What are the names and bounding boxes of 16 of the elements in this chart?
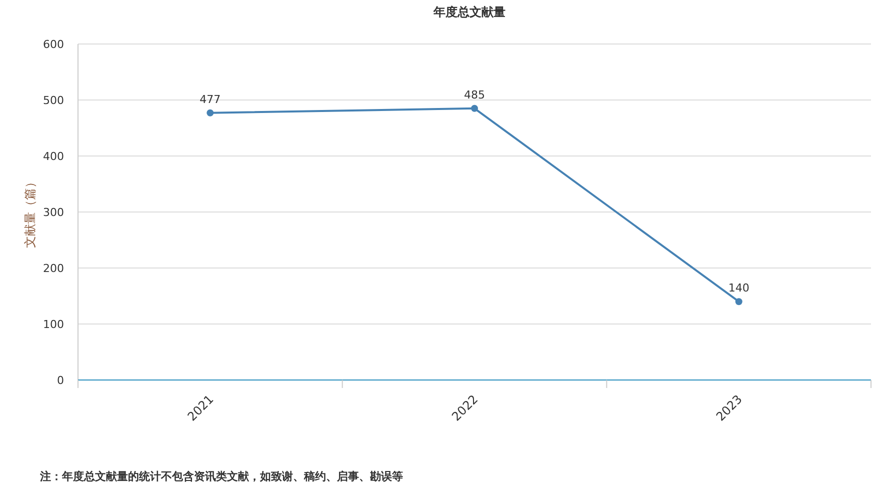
y-tick-label: 300 [43,206,64,219]
text: 注：年度总文献量的统计不包含资讯类文献，如致谢、稿约、启事、勘误等 [39,470,403,483]
data-label: 140 [728,282,750,295]
data-label: 485 [464,88,485,102]
point [471,104,478,112]
y-tick-label: 400 [43,150,64,163]
point [206,109,214,116]
chart-title: 年度总文献量 [432,5,506,19]
y-tick-label: 600 [43,38,64,51]
y-axis-title: 文献量（篇） [23,176,37,248]
y-tick-label: 200 [43,262,64,275]
point [735,298,742,306]
data-label: 477 [200,92,221,106]
y-tick-label: 0 [57,374,64,387]
y-tick-label: 100 [43,318,64,331]
y-tick-label: 500 [43,94,64,107]
